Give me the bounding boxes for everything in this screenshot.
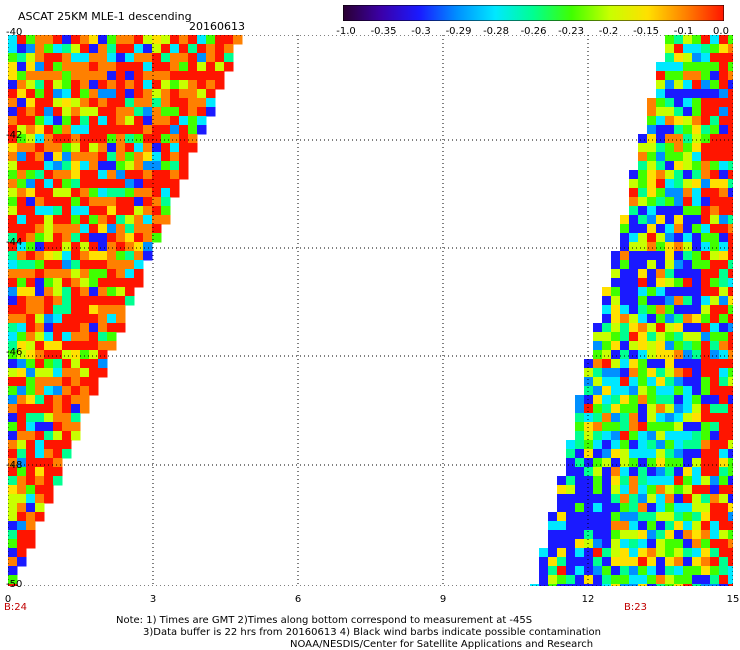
plot-date: 20160613 — [189, 20, 245, 33]
colorbar-tick-label: -0.2 — [598, 26, 619, 37]
colorbar — [343, 5, 724, 21]
lon-label: 15 — [726, 594, 740, 605]
colorbar-tick-label: -0.35 — [370, 26, 397, 37]
plot-title: ASCAT 25KM MLE-1 descending — [18, 10, 192, 23]
lon-label: 6 — [294, 594, 302, 605]
colorbar-tick-label: 0.0 — [713, 26, 729, 37]
lon-label: 0 — [4, 594, 12, 605]
colorbar-tick-label: -0.15 — [633, 26, 659, 37]
colorbar-tick-label: -0.29 — [445, 26, 472, 37]
lat-label: -44 — [6, 237, 23, 248]
lat-label: -50 — [6, 579, 23, 590]
lat-label: -46 — [6, 347, 23, 358]
lat-label: -42 — [6, 130, 23, 141]
colorbar-tick-label: -0.26 — [520, 26, 547, 37]
lat-label: -40 — [6, 27, 23, 38]
lon-label: 3 — [149, 594, 157, 605]
lon-label: 12 — [581, 594, 595, 605]
note-line: Note: 1) Times are GMT 2)Times along bot… — [116, 615, 533, 626]
time-label: B:23 — [624, 602, 647, 613]
colorbar-gradient — [343, 5, 724, 21]
colorbar-tick-label: -0.28 — [483, 26, 509, 37]
colorbar-tick-label: -0.1 — [673, 26, 694, 37]
colorbar-tick-label: -0.23 — [558, 26, 584, 37]
lat-lon-grid — [8, 35, 733, 586]
swath-map — [8, 35, 733, 586]
colorbar-tick-label: -1.0 — [336, 26, 356, 37]
lat-label: -48 — [6, 460, 23, 471]
colorbar-tick-label: -0.3 — [411, 26, 431, 37]
note-line: 3)Data buffer is 22 hrs from 20160613 4)… — [143, 627, 601, 638]
swath-cells — [8, 35, 733, 586]
note-line: NOAA/NESDIS/Center for Satellite Applica… — [290, 639, 594, 650]
lon-label: 9 — [439, 594, 447, 605]
time-label: B:24 — [4, 602, 27, 613]
